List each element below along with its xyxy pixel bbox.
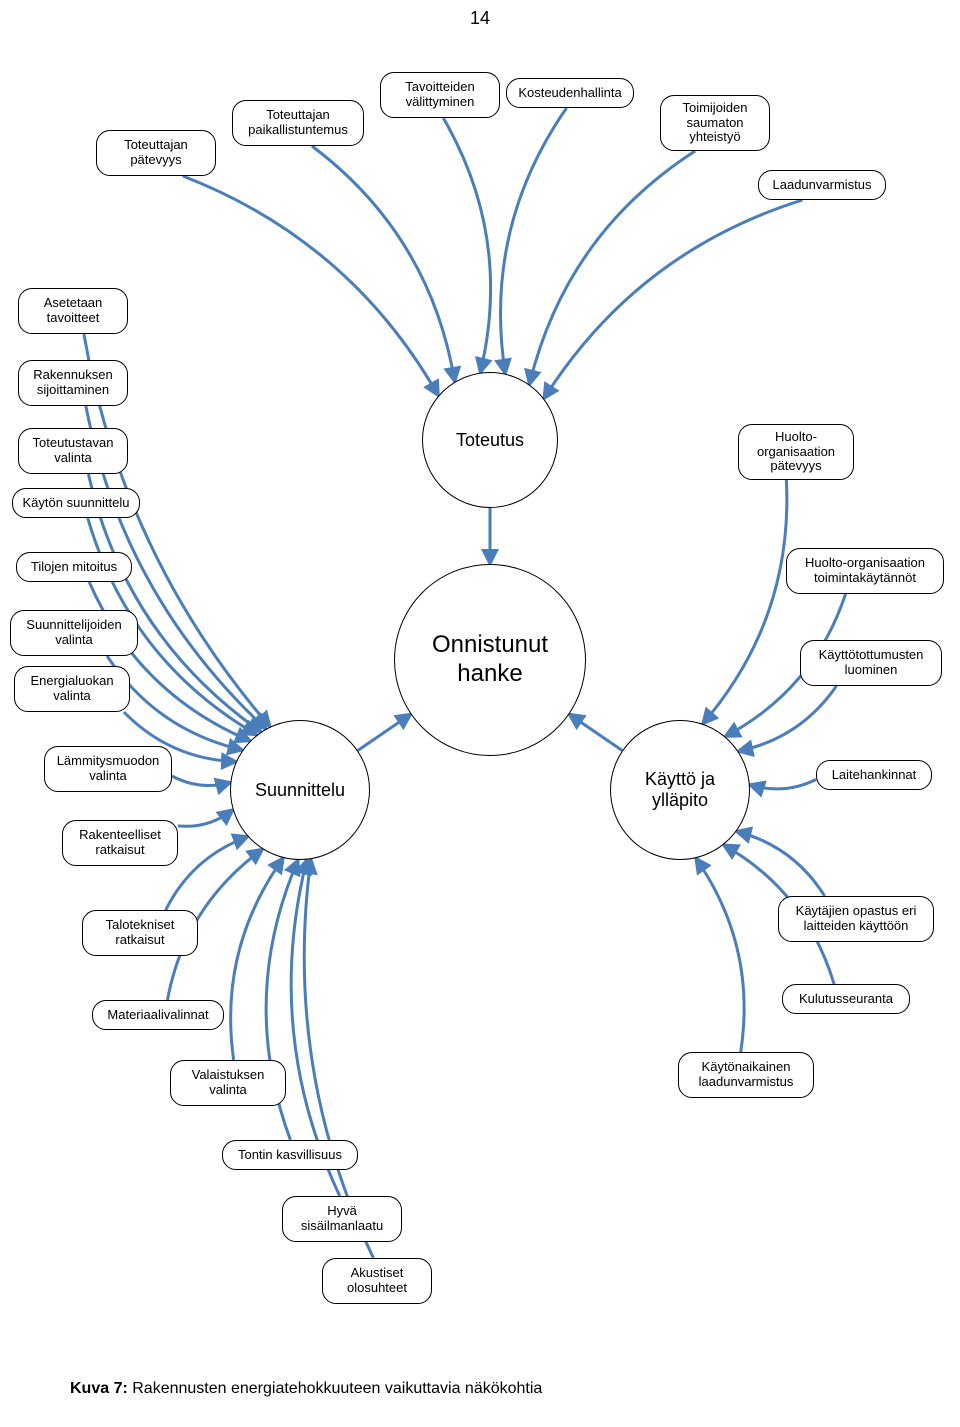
chip-kaytonaikainen_laadunv: Käytönaikainen laadunvarmistus bbox=[678, 1052, 814, 1098]
chip-label: Akustiset olosuhteet bbox=[347, 1266, 407, 1296]
chip-label: Valaistuksen valinta bbox=[192, 1068, 265, 1098]
edge bbox=[172, 776, 230, 785]
chip-rakenteelliset_ratkaisut: Rakenteelliset ratkaisut bbox=[62, 820, 178, 866]
edge bbox=[178, 810, 233, 827]
chip-tontin_kasvillisuus: Tontin kasvillisuus bbox=[222, 1140, 358, 1170]
caption-bold: Kuva 7: bbox=[70, 1380, 128, 1397]
chip-tilojen_mitoitus: Tilojen mitoitus bbox=[16, 552, 132, 582]
node-toteutus: Toteutus bbox=[422, 372, 558, 508]
chip-toteuttajan_patevyys: Toteuttajan pätevyys bbox=[96, 130, 216, 176]
node-label: Toteutus bbox=[456, 430, 524, 451]
chip-label: Suunnittelijoiden valinta bbox=[26, 618, 121, 648]
chip-label: Huolto-organisaation toimintakäytännöt bbox=[805, 556, 925, 586]
edge bbox=[696, 858, 744, 1052]
chip-suunnittelijoiden_valinta: Suunnittelijoiden valinta bbox=[10, 610, 138, 656]
chip-label: Käytön suunnittelu bbox=[23, 496, 130, 511]
edge bbox=[89, 582, 250, 741]
edge bbox=[544, 200, 803, 399]
chip-label: Toteutustavan valinta bbox=[33, 436, 114, 466]
edge bbox=[703, 480, 787, 724]
edge bbox=[750, 779, 816, 788]
chip-label: Laadunvarmistus bbox=[773, 178, 872, 193]
chip-lammitysmuodon_valinta: Lämmitysmuodon valinta bbox=[44, 746, 172, 792]
node-label: Onnistunut hanke bbox=[432, 631, 548, 689]
chip-label: Toteuttajan pätevyys bbox=[124, 138, 188, 168]
chip-kulutusseuranta: Kulutusseuranta bbox=[782, 984, 910, 1014]
chip-toteutustavan_valinta: Toteutustavan valinta bbox=[18, 428, 128, 474]
chip-tavoitteiden_valittyminen: Tavoitteiden välittyminen bbox=[380, 72, 500, 118]
chip-label: Käyttötottumusten luominen bbox=[819, 648, 924, 678]
chip-kayttotottumusten_luominen: Käyttötottumusten luominen bbox=[800, 640, 942, 686]
chip-label: Tavoitteiden välittyminen bbox=[405, 80, 474, 110]
chip-toimijoiden_saumaton: Toimijoiden saumaton yhteistyö bbox=[660, 95, 770, 151]
chip-label: Tontin kasvillisuus bbox=[238, 1148, 342, 1163]
chip-rakennuksen_sijoittaminen: Rakennuksen sijoittaminen bbox=[18, 360, 128, 406]
chip-talotekniset_ratkaisut: Talotekniset ratkaisut bbox=[82, 910, 198, 956]
chip-label: Hyvä sisäilmanlaatu bbox=[301, 1204, 383, 1234]
chip-label: Kosteudenhallinta bbox=[518, 86, 621, 101]
chip-label: Käytönaikainen laadunvarmistus bbox=[699, 1060, 794, 1090]
edge bbox=[231, 858, 284, 1060]
chip-kosteudenhallinta: Kosteudenhallinta bbox=[506, 78, 634, 108]
chip-label: Asetetaan tavoitteet bbox=[44, 296, 103, 326]
chip-label: Rakenteelliset ratkaisut bbox=[79, 828, 161, 858]
chip-huolto_patevyys: Huolto- organisaation pätevyys bbox=[738, 424, 854, 480]
chip-laadunvarmistus: Laadunvarmistus bbox=[758, 170, 886, 200]
chip-kaytajien_opastus: Käytäjien opastus eri laitteiden käyttöö… bbox=[778, 896, 934, 942]
chip-label: Huolto- organisaation pätevyys bbox=[757, 430, 835, 475]
chip-label: Materiaalivalinnat bbox=[107, 1008, 208, 1023]
node-onnistunut: Onnistunut hanke bbox=[394, 564, 586, 756]
figure-caption: Kuva 7: Rakennusten energiatehokkuuteen … bbox=[70, 1380, 542, 1398]
chip-kayton_suunnittelu: Käytön suunnittelu bbox=[12, 488, 140, 518]
node-suunnittelu: Suunnittelu bbox=[230, 720, 370, 860]
chip-label: Rakennuksen sijoittaminen bbox=[33, 368, 113, 398]
chip-energialuokan_valinta: Energialuokan valinta bbox=[14, 666, 130, 712]
chip-label: Talotekniset ratkaisut bbox=[106, 918, 175, 948]
diagram-page: 14 Toteuttajan pätevyysToteuttajan paika… bbox=[0, 0, 960, 1427]
edge bbox=[501, 108, 567, 374]
caption-rest: Rakennusten energiatehokkuuteen vaikutta… bbox=[128, 1380, 543, 1397]
node-label: Käyttö ja ylläpito bbox=[645, 769, 715, 811]
chip-label: Tilojen mitoitus bbox=[31, 560, 117, 575]
chip-laitehankinnat: Laitehankinnat bbox=[816, 760, 932, 790]
edge bbox=[569, 714, 622, 750]
edge bbox=[358, 714, 411, 750]
edge bbox=[183, 176, 439, 396]
chip-label: Energialuokan valinta bbox=[30, 674, 113, 704]
chip-huolto_toimintakaytannot: Huolto-organisaation toimintakäytännöt bbox=[786, 548, 944, 594]
chip-akustiset_olosuhteet: Akustiset olosuhteet bbox=[322, 1258, 432, 1304]
chip-hyva_sisailmanlaatu: Hyvä sisäilmanlaatu bbox=[282, 1196, 402, 1242]
chip-label: Toteuttajan paikallistuntemus bbox=[248, 108, 348, 138]
node-label: Suunnittelu bbox=[255, 780, 345, 801]
chip-label: Lämmitysmuodon valinta bbox=[57, 754, 160, 784]
node-kaytto: Käyttö ja ylläpito bbox=[610, 720, 750, 860]
edge bbox=[443, 118, 490, 373]
chip-asetetaan_tavoitteet: Asetetaan tavoitteet bbox=[18, 288, 128, 334]
chip-materiaalivalinnat: Materiaalivalinnat bbox=[92, 1000, 224, 1030]
chip-label: Laitehankinnat bbox=[832, 768, 917, 783]
edge bbox=[529, 151, 695, 385]
chip-label: Toimijoiden saumaton yhteistyö bbox=[682, 101, 747, 146]
chip-valaistuksen_valinta: Valaistuksen valinta bbox=[170, 1060, 286, 1106]
chip-label: Käytäjien opastus eri laitteiden käyttöö… bbox=[796, 904, 917, 934]
chip-label: Kulutusseuranta bbox=[799, 992, 893, 1007]
chip-toteuttajan_paikallistuntemus: Toteuttajan paikallistuntemus bbox=[232, 100, 364, 146]
